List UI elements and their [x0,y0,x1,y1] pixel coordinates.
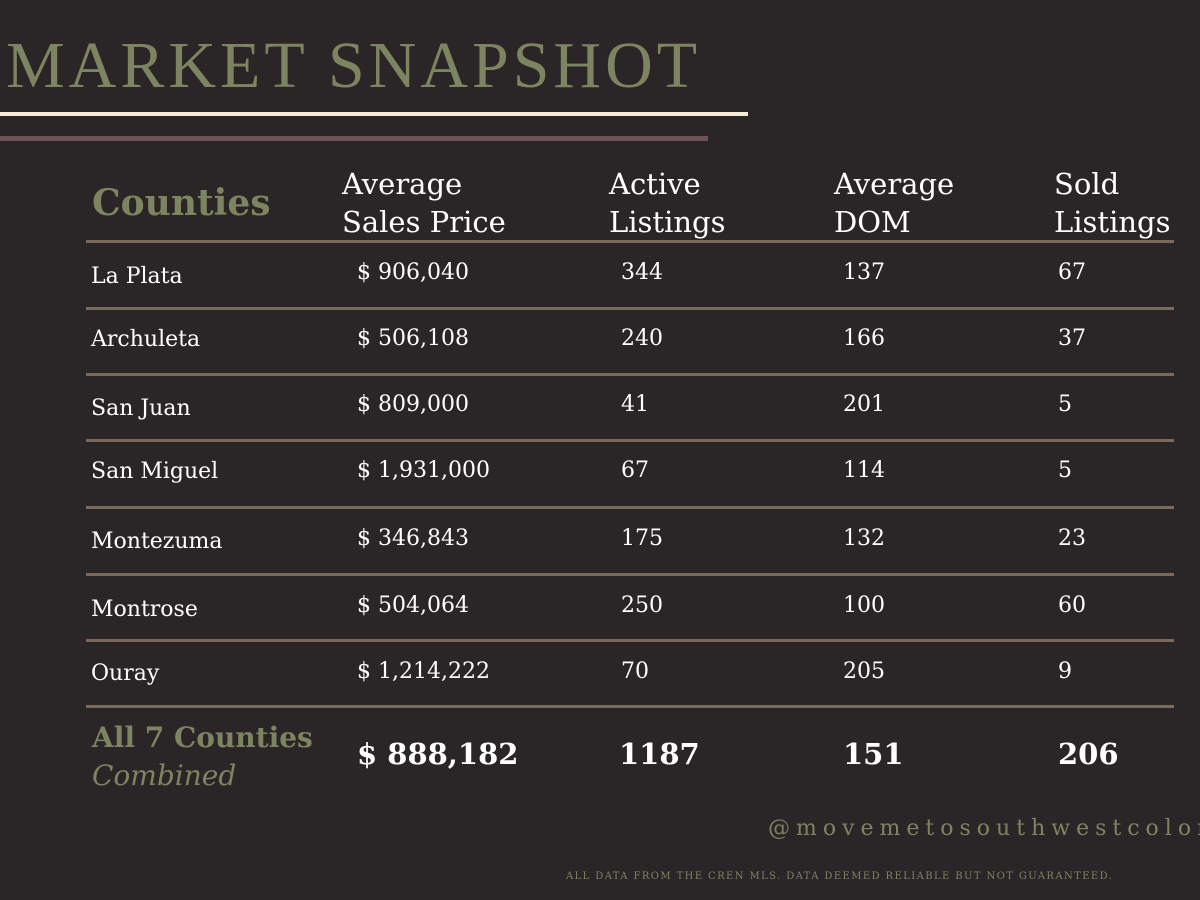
row-county: La Plata [91,264,183,289]
row-active-listings: 70 [621,659,649,684]
row-avg-dom: 205 [843,659,885,684]
header-average-sales-price-line-1: Average [342,167,463,201]
row-avg-dom: 100 [843,593,885,618]
row-active-listings: 250 [621,593,663,618]
header-active-listings-line-1: Active [609,167,701,201]
row-county: Ouray [91,661,160,686]
row-avg-dom: 132 [843,526,885,551]
header-average-sales-price: Average Sales Price [342,165,506,241]
title-rule-cream [0,112,748,116]
row-divider [86,307,1174,310]
row-avg-dom: 166 [843,326,885,351]
row-avg-price: $ 506,108 [357,326,469,351]
total-label: All 7 Counties [92,721,313,754]
header-active-listings-line-2: Listings [609,205,726,239]
header-average-dom-line-2: DOM [834,205,911,239]
row-county: San Juan [91,396,191,421]
row-county: Montrose [91,597,198,622]
row-avg-dom: 201 [843,392,885,417]
header-sold-listings-line-2: Listings [1054,205,1171,239]
row-avg-price: $ 809,000 [357,392,469,417]
row-sold-listings: 9 [1058,659,1072,684]
row-avg-dom: 114 [843,458,885,483]
row-active-listings: 67 [621,458,649,483]
title-rule-mauve [0,136,708,141]
row-avg-dom: 137 [843,260,885,285]
row-active-listings: 175 [621,526,663,551]
social-handle: @movemetosouthwestcolorado [768,816,1200,841]
row-sold-listings: 5 [1058,458,1072,483]
row-county: Montezuma [91,529,223,554]
row-divider [86,373,1174,376]
data-disclaimer: ALL DATA FROM THE CREN MLS. DATA DEEMED … [566,871,1114,882]
header-average-sales-price-line-2: Sales Price [342,205,506,239]
total-sublabel: Combined [92,759,237,792]
header-sold-listings-line-1: Sold [1054,167,1120,201]
header-counties: Counties [92,182,271,224]
row-divider [86,573,1174,576]
row-avg-price: $ 504,064 [357,593,469,618]
row-divider [86,639,1174,642]
page-title: MARKET SNAPSHOT [6,29,702,102]
row-county: San Miguel [91,459,219,484]
row-county: Archuleta [91,327,201,352]
row-sold-listings: 23 [1058,526,1086,551]
header-active-listings: Active Listings [609,165,725,241]
row-avg-price: $ 346,843 [357,526,469,551]
header-average-dom-line-1: Average [834,167,955,201]
header-divider [86,240,1174,243]
row-active-listings: 41 [621,392,649,417]
total-sold-listings: 206 [1058,737,1119,771]
row-sold-listings: 37 [1058,326,1086,351]
row-divider [86,506,1174,509]
row-avg-price: $ 1,214,222 [357,659,490,684]
header-sold-listings: Sold Listings [1054,165,1170,241]
row-sold-listings: 67 [1058,260,1086,285]
total-active-listings: 1187 [619,737,700,771]
row-sold-listings: 5 [1058,392,1072,417]
total-divider [86,705,1174,708]
total-avg-price: $ 888,182 [357,737,519,771]
row-sold-listings: 60 [1058,593,1086,618]
header-average-dom: Average DOM [834,165,954,241]
row-divider [86,439,1174,442]
total-avg-dom: 151 [843,737,904,771]
row-active-listings: 344 [621,260,663,285]
row-avg-price: $ 1,931,000 [357,458,490,483]
row-avg-price: $ 906,040 [357,260,469,285]
row-active-listings: 240 [621,326,663,351]
